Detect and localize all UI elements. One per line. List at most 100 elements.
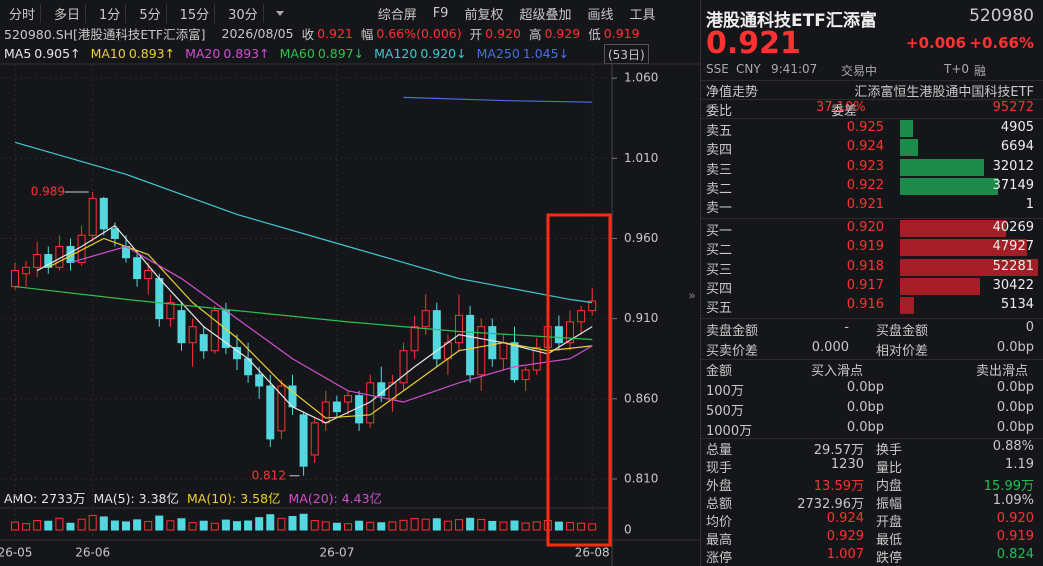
cell: 500万 [706,404,744,419]
stats-row: 均价 0.924 开盘 0.920 [706,511,1034,530]
volume-bar [11,521,19,531]
order-book-row: 卖二 0.922 37149 [706,177,1034,197]
cell: 40269 [992,220,1034,235]
cell: 0.824 [996,547,1034,562]
cell: 买入滑点 [811,364,864,379]
candle-body [455,314,463,344]
tab[interactable]: 多日 [49,3,87,23]
candle-body [488,326,497,360]
tab[interactable]: 分时 [4,3,42,23]
candle-body [432,310,441,360]
depth-bar [900,158,985,176]
cell: 买三 [706,262,733,278]
cell: 37149 [992,177,1034,193]
date: 2026/08/05 [221,25,294,41]
tool-button[interactable]: F9 [432,5,449,21]
cell: 最高 [706,533,733,548]
order-book-row: 卖三 0.923 32012 [706,158,1034,178]
ma-line [14,141,593,304]
tool-button[interactable]: 画线 [587,7,614,23]
order-book-row: 买三 0.918 52281 [706,258,1038,278]
cell: 汇添富恒生港股通中国科技ETF [854,85,1034,100]
x-tick-label: 26-08 [575,546,610,560]
separator [701,318,1043,319]
cell: 6694 [1000,139,1034,155]
candle-body [377,382,386,397]
cell: 0.920 [996,511,1034,526]
cell: 卖出滑点 [976,364,1029,379]
volume-bar [521,522,530,531]
volume-bar [277,517,286,531]
cell: 买盘金额 [876,324,929,339]
candle-body [466,314,475,376]
candle-body [88,197,97,236]
symbol: 520980.SH[港股通科技ETF汇添富] [4,26,206,42]
y-tick-label: 0.910 [624,311,658,325]
stock-code: 520980 [969,6,1034,26]
change-pct: +0.66% [969,34,1034,52]
volume-legend-item: MA(10): 3.58亿 [187,490,281,506]
cell: 跌停 [876,551,903,566]
order-book-row: 卖四 0.924 6694 [706,139,1034,158]
tool-button[interactable]: 综合屏 [377,7,417,23]
depth-bar [900,120,913,137]
candle-body [199,334,208,352]
cell: 1.09% [992,493,1034,508]
cell: 30422 [992,277,1034,293]
tool-button[interactable]: 工具 [629,7,656,23]
kline-chart: » 1.060 1.010 0.960 0.910 0.860 0.810 26-05 26-0… [0,63,700,566]
cell: 100万 [706,384,744,399]
price-row: 0.921 +0.006 +0.66% [706,26,1034,61]
volume-bar [344,523,352,531]
tool-button[interactable]: 超级叠加 [519,7,572,23]
ma-value: 0.897↓ [317,45,365,61]
volume-bar [77,518,86,531]
tab[interactable]: 5分 [134,3,167,23]
volume-bar [88,514,97,531]
depth-bar [900,220,1007,237]
ma-value: 0.920↓ [420,45,467,61]
volume-bar [321,521,330,531]
candle-body [177,310,186,344]
info-value: 0.921 [317,25,353,41]
candle-body [588,300,597,312]
volume-bar [144,520,153,531]
cell: 5134 [1000,297,1034,313]
x-tick-label: 26-07 [319,546,354,560]
quote-panel: 港股通科技ETF汇添富 520980 0.921 +0.006 +0.66% SSE CNY… [700,0,1043,566]
separator [701,80,1043,81]
y-tick-label: 1.010 [624,151,658,165]
stats-row: 总额 2732.96万 振幅 1.09% [706,493,1034,512]
cell: 涨停 [706,551,733,566]
cell: 卖二 [706,181,733,197]
cell: 最低 [876,533,903,548]
toolbar: 分时 多日 1分 5分 15分 30分 综合屏 F9 前复权 超级叠加 画线 工具 [4,3,668,23]
tab[interactable]: 30分 [223,3,264,23]
highlight-box [546,213,612,547]
cell: 32012 [992,158,1034,174]
cell: 15.99万 [983,479,1034,494]
tool-button[interactable]: 前复权 [464,7,504,23]
candle-body [344,395,352,403]
ma-line [36,224,593,424]
stats-row: 现手 1230 量比 1.19 [706,457,1034,476]
candle-body [299,414,308,467]
candle-body [554,326,563,344]
ma-value: 0.893↑ [223,45,270,61]
cell: 净值走势 [706,85,759,100]
volume-bar [155,515,164,531]
cell: 买五 [706,301,733,317]
tab[interactable]: 15分 [175,3,216,23]
dropdown-icon[interactable] [275,10,284,20]
cell: 0.925 [846,120,884,135]
cell: 卖一 [706,201,733,217]
cell: 金额 [706,364,733,379]
tag: T+0 [944,62,970,76]
candle-body [332,401,341,413]
volume-bar [488,520,497,531]
info-label: 幅 [360,26,374,42]
y-tick-label: 0.860 [624,391,658,405]
cell: 卖三 [706,162,733,178]
tab[interactable]: 1分 [94,3,127,23]
volume-bar [199,520,208,531]
